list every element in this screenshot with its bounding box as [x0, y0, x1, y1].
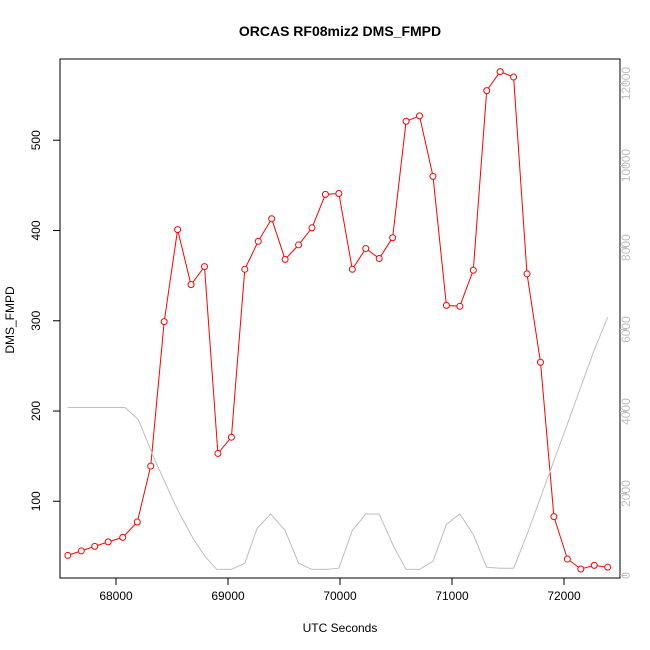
series-1-point — [119, 533, 127, 541]
series-1-point — [321, 190, 329, 198]
series-1-point — [496, 68, 504, 76]
series-1-point — [295, 241, 303, 249]
series-1-point — [200, 263, 208, 271]
series-1-point — [214, 449, 222, 457]
series-1-point — [416, 112, 424, 120]
plot-frame — [59, 58, 621, 579]
y2-tick-label: 0 — [619, 572, 633, 579]
series-1-point — [429, 172, 437, 180]
y2-tick-label: 2000 — [619, 480, 633, 507]
series-1-point — [91, 542, 99, 550]
series-1-point — [577, 565, 585, 573]
x-tick-label: 70000 — [323, 589, 357, 603]
series-1-point — [77, 547, 85, 555]
series-1-point — [254, 237, 262, 245]
y2-tick-label: 10000 — [619, 149, 633, 183]
y-axis-label: DMS_FMPD — [3, 286, 17, 354]
series-1-point — [268, 215, 276, 223]
series-1-point — [483, 87, 491, 95]
series-1-point — [536, 358, 544, 366]
series-1-point — [308, 224, 316, 232]
x-axis-label: UTC Seconds — [303, 621, 378, 635]
series-1-point — [442, 301, 450, 309]
y-tick-label: 500 — [29, 130, 43, 150]
series-1-point — [241, 265, 249, 273]
y-tick-label: 300 — [29, 310, 43, 330]
x-tick-label: 71000 — [435, 589, 469, 603]
series-1-point — [160, 318, 168, 326]
x-tick-label: 72000 — [547, 589, 581, 603]
series-1-point — [348, 265, 356, 273]
chart-marks: 68000 69000 70000 71000 72000 100 200 300 400 500… — [29, 67, 633, 603]
series-1-point — [563, 555, 571, 563]
series-1-point — [469, 266, 477, 274]
y-tick-label: 100 — [29, 491, 43, 511]
series-1-point — [64, 551, 72, 559]
series-1-point — [510, 73, 518, 81]
y2-tick-label: 8000 — [619, 234, 633, 261]
series-1-point — [281, 255, 289, 263]
chart-title: ORCAS RF08miz2 DMS_FMPD — [239, 23, 441, 39]
x-tick-label: 69000 — [211, 589, 245, 603]
series-1-point — [402, 117, 410, 125]
series-1-point — [523, 270, 531, 278]
y2-tick-label: 6000 — [619, 316, 633, 343]
series-1-point — [335, 189, 343, 197]
series-1-point — [187, 281, 195, 289]
y-tick-label: 400 — [29, 220, 43, 240]
x-tick-label: 68000 — [99, 589, 133, 603]
series-1-point — [604, 563, 612, 571]
series-2-line — [67, 317, 609, 570]
series-1-line — [67, 70, 608, 570]
series-1-point — [133, 518, 141, 526]
series-1-point — [104, 538, 112, 546]
series-1-point — [174, 226, 182, 234]
series-1-point — [590, 561, 598, 569]
series-1-point — [147, 462, 155, 470]
y2-tick-label: 4000 — [619, 398, 633, 425]
series-1-point — [362, 245, 370, 253]
y-tick-label: 200 — [29, 401, 43, 421]
series-1-point — [456, 302, 464, 310]
y2-tick-label: 12000 — [619, 67, 633, 101]
series-1-point — [227, 433, 235, 441]
series-1-point — [550, 513, 558, 521]
series-1-point — [389, 234, 397, 242]
series-1-point — [375, 254, 383, 262]
